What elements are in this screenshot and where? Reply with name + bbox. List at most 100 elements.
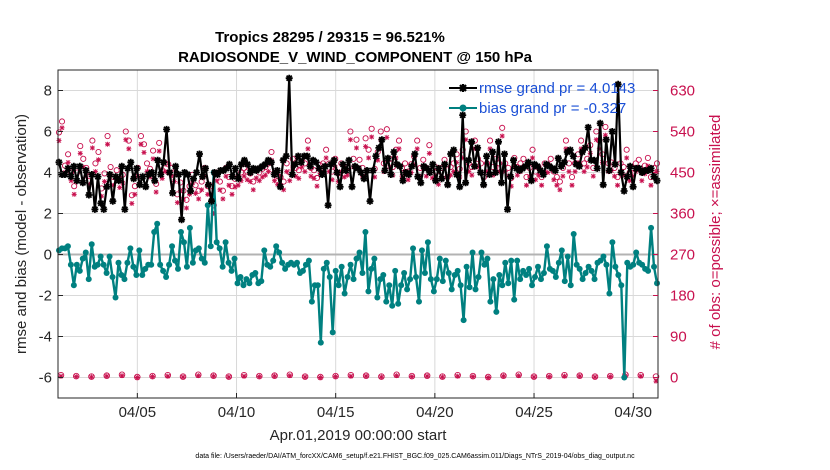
obs-possible-point	[156, 139, 163, 146]
obs-possible-point	[562, 137, 569, 144]
rmse-point	[246, 169, 254, 176]
rmse-point	[375, 144, 383, 152]
x-axis-label: Apr.01,2019 00:00:00 start	[270, 427, 448, 444]
bias-point	[609, 239, 616, 246]
y-tick-label-1: -4	[39, 329, 52, 346]
obs-possible-point	[578, 137, 585, 144]
obs-assimilated-point	[624, 155, 630, 161]
bias-point	[558, 247, 565, 254]
obs-assimilated-zero-point	[439, 374, 445, 380]
obs-assimilated-point	[499, 133, 505, 139]
bias-point	[490, 276, 497, 283]
y2-tick-label-6: 540	[670, 124, 695, 141]
rmse-point	[261, 160, 269, 168]
x-tick-label-0: 04/05	[119, 404, 157, 421]
bias-point	[338, 263, 345, 270]
rmse-point	[584, 123, 592, 131]
bias-point	[529, 282, 536, 289]
obs-assimilated-point	[523, 182, 529, 188]
bias-point	[445, 269, 452, 276]
obs-possible-point	[347, 128, 354, 135]
bias-point	[231, 255, 238, 262]
bias-point	[273, 243, 280, 250]
obs-possible-point	[55, 129, 63, 136]
obs-assimilated-zero-point	[516, 373, 522, 379]
obs-assimilated-zero-point	[638, 373, 644, 379]
rmse-point	[593, 164, 601, 172]
rmse-point	[193, 169, 200, 176]
rmse-point	[214, 171, 221, 178]
obs-possible-point	[486, 137, 494, 144]
y-tick-label-5: 4	[44, 165, 52, 182]
bias-point	[576, 265, 583, 272]
obs-possible-point	[65, 151, 72, 158]
rmse-point	[390, 148, 398, 156]
rmse-point	[357, 169, 365, 176]
chart-title-line2: RADIOSONDE_V_WIND_COMPONENT @ 150 hPa	[178, 49, 533, 66]
bias-point	[79, 255, 86, 262]
bias-point	[404, 286, 411, 293]
rmse-point	[279, 156, 287, 164]
rmse-point	[112, 173, 120, 181]
rmse-point	[97, 199, 105, 207]
obs-assimilated-zero-point	[348, 373, 354, 379]
rmse-point	[127, 158, 135, 166]
obs-assimilated-zero-point	[104, 373, 110, 379]
obs-possible-point	[529, 146, 536, 153]
rmse-point	[139, 173, 147, 181]
obs-possible-point	[520, 155, 527, 162]
rmse-point	[273, 167, 281, 174]
rmse-point	[166, 169, 174, 176]
bias-point	[466, 284, 473, 291]
obs-assimilated-point	[156, 148, 162, 154]
bias-point	[103, 269, 110, 276]
obs-assimilated-zero-point	[394, 373, 400, 379]
obs-assimilated-point	[284, 169, 290, 175]
rmse-point	[599, 181, 607, 189]
rmse-point	[109, 197, 117, 205]
y-axis-ticks: -6 -4 -2 0 2 4 6 8	[39, 83, 63, 387]
bias-point	[213, 239, 220, 246]
bias-point	[630, 261, 637, 268]
y2-tick-label-1: 90	[670, 329, 687, 346]
rmse-point	[408, 162, 416, 170]
obs-assimilated-point	[539, 182, 545, 188]
rmse-point	[318, 171, 326, 178]
obs-assimilated-point	[183, 205, 189, 211]
bias-point	[94, 261, 101, 268]
obs-assimilated-zero-point	[88, 374, 94, 380]
obs-assimilated-point	[584, 164, 590, 170]
y2-tick-label-5: 450	[670, 165, 695, 182]
bias-point	[258, 278, 265, 285]
bias-point	[201, 259, 208, 266]
rmse-point	[169, 189, 177, 197]
obs-possible-point	[368, 125, 375, 132]
rmse-point	[303, 152, 311, 160]
rmse-point	[115, 177, 123, 185]
rmse-point	[228, 173, 236, 181]
obs-assimilated-point	[59, 125, 65, 131]
rmse-point	[429, 160, 437, 168]
obs-possible-point	[420, 156, 427, 163]
bias-point	[591, 276, 598, 283]
obs-assimilated-zero-point	[409, 374, 415, 380]
rmse-point	[435, 164, 443, 172]
bias-point	[588, 267, 595, 274]
rmse-point	[432, 177, 440, 185]
bias-point	[535, 263, 541, 270]
legend: rmse grand pr = 4.0143 bias grand pr = -…	[449, 80, 635, 117]
bias-point	[308, 298, 315, 305]
rmse-point	[450, 146, 458, 154]
rmse-point	[231, 164, 239, 172]
bias-point	[67, 261, 74, 268]
bias-point	[487, 298, 494, 305]
rmse-point	[620, 187, 628, 195]
x-tick-label-2: 04/15	[317, 404, 355, 421]
bias-point	[323, 259, 330, 266]
bias-point	[511, 296, 518, 303]
obs-possible-point	[122, 128, 129, 135]
bias-point	[633, 249, 640, 256]
bias-point	[555, 259, 562, 266]
chart-title-line1: Tropics 28295 / 29315 = 96.521%	[215, 29, 445, 46]
rmse-point	[462, 179, 470, 187]
